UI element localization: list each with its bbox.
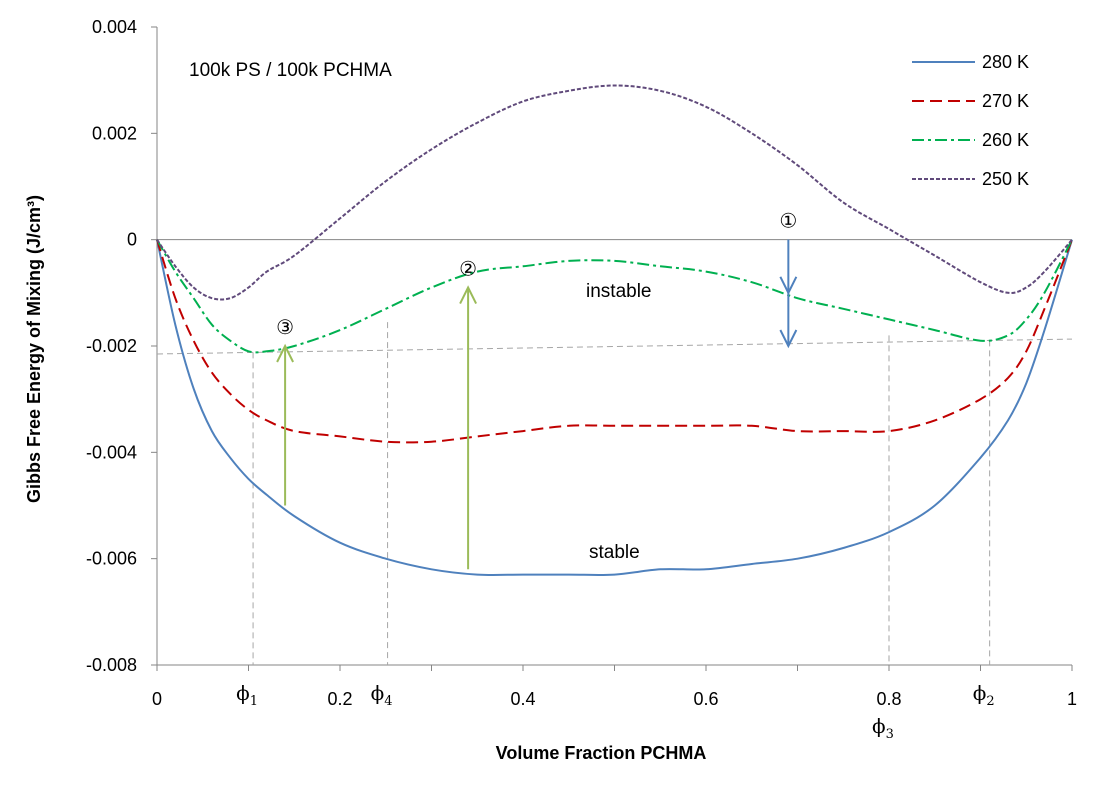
- x-tick-label: 0.4: [510, 689, 535, 709]
- series-line: [156, 239, 1073, 354]
- x-tick-label: 0.2: [327, 689, 352, 709]
- phi-label: ϕ1: [236, 681, 258, 709]
- x-axis-title: Volume Fraction PCHMA: [496, 743, 707, 763]
- common-tangent-line: [156, 338, 1073, 355]
- y-tick-label: -0.006: [86, 549, 137, 569]
- y-tick-label: 0.002: [92, 123, 137, 143]
- phi-label: ϕ2: [973, 681, 995, 709]
- y-axis-title: Gibbs Free Energy of Mixing (J/cm³): [24, 195, 44, 503]
- legend: 280 K 270 K 260 K 250 K: [912, 52, 1029, 189]
- annotation-arrow-head: [779, 276, 798, 296]
- x-tick-label: 0.8: [876, 689, 901, 709]
- guide-lines: ϕ1 ϕ4 ϕ3 ϕ2: [156, 322, 1073, 742]
- x-tick-label: 1: [1067, 689, 1077, 709]
- y-tick-label: -0.008: [86, 655, 137, 675]
- annotation-arrow-head: [276, 343, 294, 363]
- legend-label: 260 K: [982, 130, 1029, 150]
- y-tick-label: -0.002: [86, 336, 137, 356]
- series-line: [156, 239, 1073, 576]
- legend-label: 250 K: [982, 169, 1029, 189]
- annotation-marker-label: ②: [459, 257, 477, 281]
- axes: 0.004 0.002 0 -0.002 -0.004 -0.006 -0.008 0 0.2 0…: [86, 17, 1077, 709]
- phi-label: ϕ4: [371, 681, 393, 709]
- y-tick-label: -0.004: [86, 442, 137, 462]
- y-tick-label: 0: [127, 230, 137, 250]
- phi-label: ϕ3: [872, 714, 894, 742]
- series-line: [156, 239, 1073, 444]
- annotation-marker-label: ③: [276, 315, 294, 339]
- series-group: [156, 84, 1073, 576]
- series-line: [156, 84, 1073, 301]
- annotation-arrows: ① ② ③: [276, 209, 797, 570]
- annotation-arrow-head: [779, 329, 798, 349]
- x-tick-label: 0.6: [693, 689, 718, 709]
- instable-label: instable: [586, 281, 652, 302]
- stable-label: stable: [589, 542, 640, 563]
- chart-title: 100k PS / 100k PCHMA: [189, 60, 392, 81]
- legend-label: 270 K: [982, 91, 1029, 111]
- annotation-marker-label: ①: [779, 209, 797, 233]
- y-tick-label: 0.004: [92, 17, 137, 37]
- x-tick-label: 0: [152, 689, 162, 709]
- annotation-arrow-head: [459, 285, 477, 304]
- legend-label: 280 K: [982, 52, 1029, 72]
